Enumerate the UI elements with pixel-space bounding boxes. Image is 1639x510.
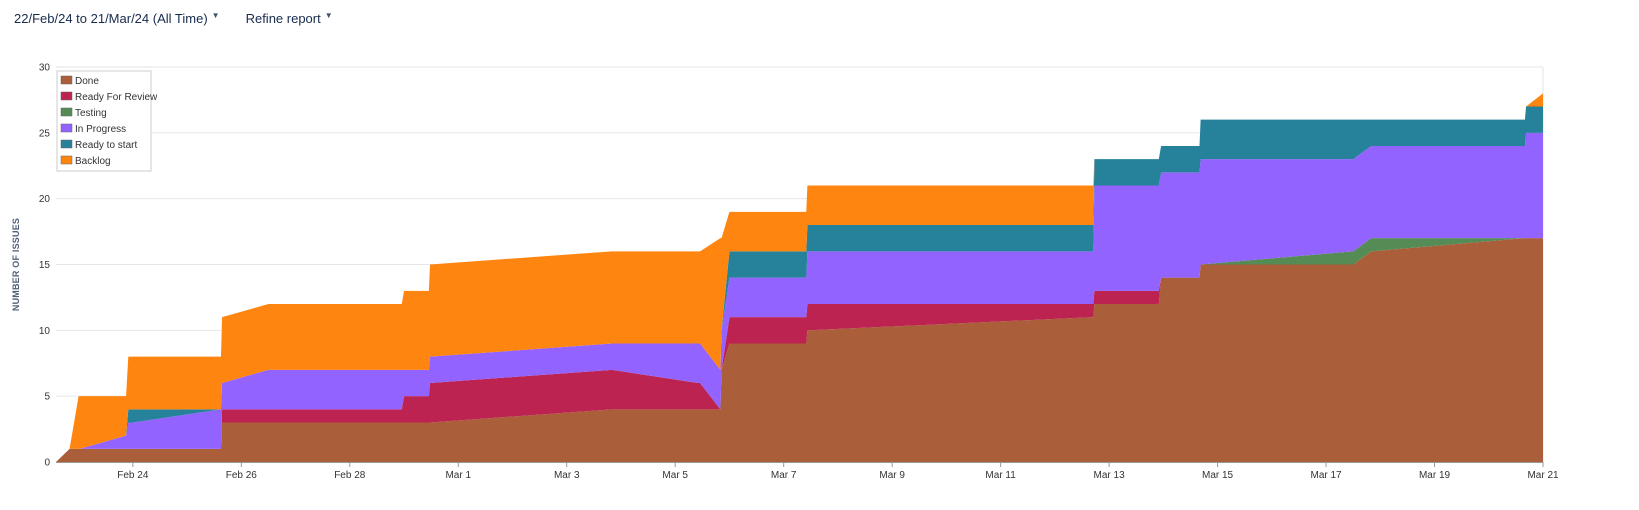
x-tick-label: Mar 11 xyxy=(985,470,1016,481)
series-area-ready-for-review xyxy=(56,238,1543,462)
x-tick-label: Mar 7 xyxy=(771,470,797,481)
refine-report-label: Refine report xyxy=(245,11,321,26)
legend-swatch xyxy=(60,107,73,117)
y-tick-label: 10 xyxy=(39,326,51,337)
x-tick-label: Feb 28 xyxy=(334,470,366,481)
y-tick-label: 0 xyxy=(44,458,50,469)
y-tick-label: 20 xyxy=(39,194,51,205)
x-tick-label: Feb 24 xyxy=(117,470,149,481)
x-tick-label: Mar 15 xyxy=(1202,470,1234,481)
legend-label: Testing xyxy=(75,108,107,119)
y-tick-label: 5 xyxy=(44,392,50,403)
legend-swatch xyxy=(60,155,73,165)
legend-label: Ready For Review xyxy=(75,92,158,103)
x-tick-label: Mar 17 xyxy=(1310,470,1342,481)
series-area-done xyxy=(56,238,1543,462)
legend-label: Done xyxy=(75,76,99,87)
date-range-dropdown[interactable]: 22/Feb/24 to 21/Mar/24 (All Time) ▼ xyxy=(14,11,220,26)
x-tick-label: Mar 9 xyxy=(879,470,905,481)
series-area-ready-to-start xyxy=(56,106,1543,462)
x-tick-label: Mar 5 xyxy=(662,470,688,481)
x-tick-label: Mar 21 xyxy=(1527,470,1559,481)
x-tick-label: Feb 26 xyxy=(226,470,258,481)
refine-report-dropdown[interactable]: Refine report ▼ xyxy=(246,11,333,26)
legend-swatch xyxy=(60,123,73,133)
legend-box xyxy=(56,70,152,172)
x-tick-label: Mar 13 xyxy=(1094,470,1126,481)
x-tick-label: Mar 1 xyxy=(445,470,471,481)
legend-label: Ready to start xyxy=(75,140,137,151)
chevron-down-icon: ▼ xyxy=(211,11,220,20)
y-axis-title: NUMBER OF ISSUES xyxy=(11,218,21,311)
area-series xyxy=(56,93,1543,462)
date-range-label: 22/Feb/24 to 21/Mar/24 (All Time) xyxy=(14,11,208,26)
legend-label: Backlog xyxy=(75,156,111,167)
legend-swatch xyxy=(60,91,73,101)
y-tick-label: 15 xyxy=(39,260,51,271)
chevron-down-icon: ▼ xyxy=(324,11,333,20)
x-tick-label: Mar 3 xyxy=(554,470,580,481)
x-tick-label: Mar 19 xyxy=(1419,470,1451,481)
y-tick-label: 30 xyxy=(39,63,51,74)
axes: NUMBER OF ISSUES 0 5 10 15 20 25 30 Feb 24 Feb 2… xyxy=(11,63,1559,482)
y-tick-label: 25 xyxy=(39,128,51,139)
series-area-in-progress xyxy=(56,132,1543,462)
report-toolbar: 22/Feb/24 to 21/Mar/24 (All Time) ▼ Refi… xyxy=(14,11,333,26)
legend: Done Ready For Review Testing In Progress Re… xyxy=(56,70,158,172)
legend-label: In Progress xyxy=(75,124,126,135)
legend-swatch xyxy=(60,139,73,149)
legend-swatch xyxy=(60,75,73,85)
